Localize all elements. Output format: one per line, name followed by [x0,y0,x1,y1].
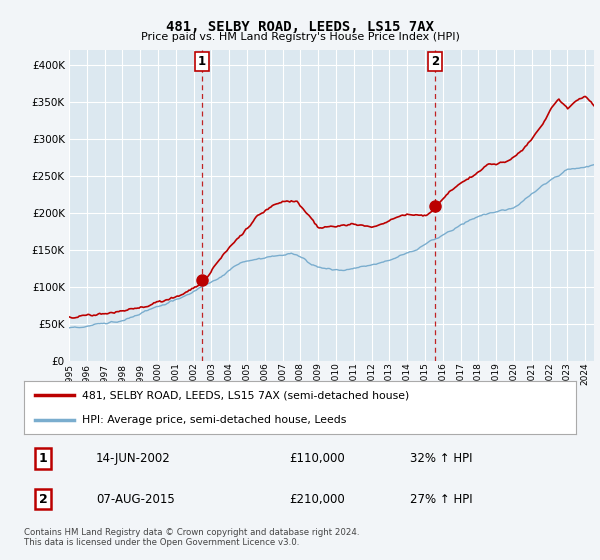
Text: 32% ↑ HPI: 32% ↑ HPI [410,452,473,465]
Text: 481, SELBY ROAD, LEEDS, LS15 7AX: 481, SELBY ROAD, LEEDS, LS15 7AX [166,20,434,34]
Text: 2: 2 [39,493,47,506]
Text: 481, SELBY ROAD, LEEDS, LS15 7AX (semi-detached house): 481, SELBY ROAD, LEEDS, LS15 7AX (semi-d… [82,390,409,400]
Text: 07-AUG-2015: 07-AUG-2015 [96,493,175,506]
Text: £110,000: £110,000 [289,452,345,465]
Text: 2: 2 [431,55,439,68]
Text: 27% ↑ HPI: 27% ↑ HPI [410,493,473,506]
Text: £210,000: £210,000 [289,493,345,506]
Text: 14-JUN-2002: 14-JUN-2002 [96,452,170,465]
Text: 1: 1 [39,452,47,465]
Text: 1: 1 [197,55,206,68]
Text: Contains HM Land Registry data © Crown copyright and database right 2024.
This d: Contains HM Land Registry data © Crown c… [24,528,359,547]
Text: Price paid vs. HM Land Registry's House Price Index (HPI): Price paid vs. HM Land Registry's House … [140,32,460,43]
Text: HPI: Average price, semi-detached house, Leeds: HPI: Average price, semi-detached house,… [82,414,346,424]
